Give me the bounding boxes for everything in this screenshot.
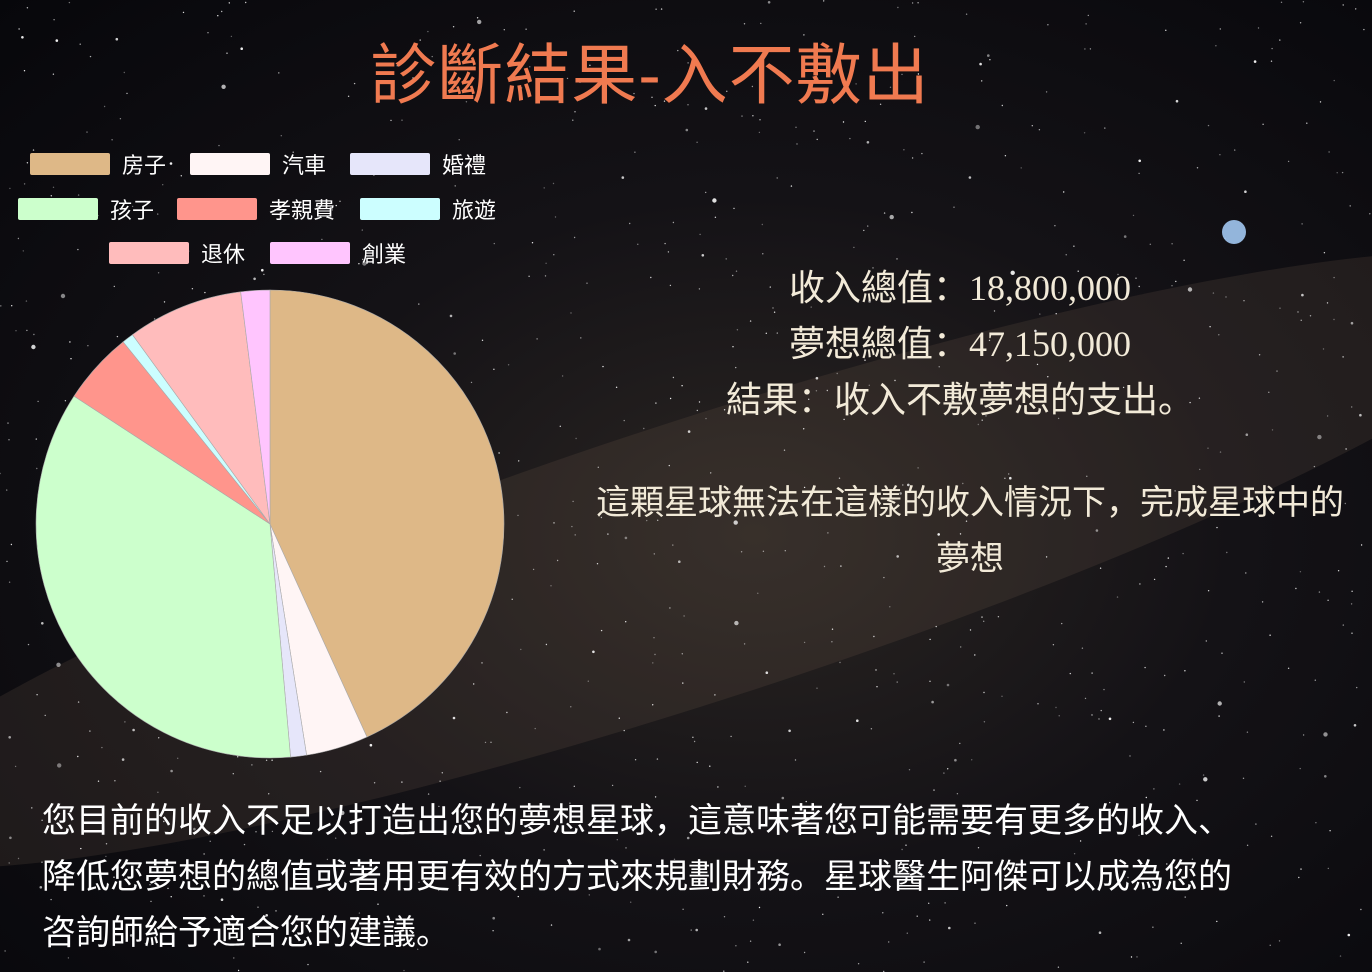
- legend-label: 孩子: [110, 199, 155, 224]
- pie-slice-4: [35, 395, 291, 759]
- legend-label: 婚禮: [442, 154, 487, 179]
- advice-paragraph: 您目前的收入不足以打造出您的夢想星球，這意味著您可能需要有更多的收入、降低您夢想…: [42, 803, 1232, 952]
- pie-slice-8: [240, 289, 271, 525]
- pie-slice-1: [269, 289, 505, 738]
- income-total: 收入總值：18,800,000: [788, 268, 1131, 308]
- pie-chart: [35, 289, 505, 759]
- legend-swatch: [360, 198, 440, 220]
- diagnosis-note: 這顆星球無法在這樣的收入情況下，完成星球中的夢想: [596, 485, 1344, 578]
- legend-item-house: 房子: [30, 152, 166, 179]
- legend-swatch: [177, 198, 257, 220]
- legend-label: 房子: [122, 154, 167, 179]
- legend-item-wedding: 婚禮: [350, 152, 486, 179]
- legend-item-business: 創業: [270, 241, 406, 268]
- legend-swatch: [350, 153, 430, 175]
- legend-item-retirement: 退休: [109, 241, 245, 268]
- legend-label: 汽車: [282, 154, 327, 179]
- legend-item-children: 孩子: [18, 197, 154, 224]
- legend-item-travel: 旅遊: [360, 197, 496, 224]
- legend-item-car: 汽車: [190, 152, 326, 179]
- legend-swatch: [109, 242, 189, 264]
- result-text: 結果：收入不敷夢想的支出。: [725, 380, 1194, 420]
- legend-label: 孝親費: [269, 199, 336, 224]
- legend-swatch: [18, 198, 98, 220]
- legend-label: 旅遊: [452, 199, 497, 224]
- legend-swatch: [190, 153, 270, 175]
- legend-label: 退休: [201, 243, 246, 268]
- legend-label: 創業: [362, 243, 407, 268]
- pie-slice-7: [132, 291, 271, 525]
- page-title: 診斷結果-入不敷出: [370, 37, 930, 114]
- legend-swatch: [270, 242, 350, 264]
- dream-total: 夢想總值：47,150,000: [788, 324, 1131, 364]
- legend-swatch: [30, 153, 110, 175]
- legend-item-parents: 孝親費: [177, 197, 335, 224]
